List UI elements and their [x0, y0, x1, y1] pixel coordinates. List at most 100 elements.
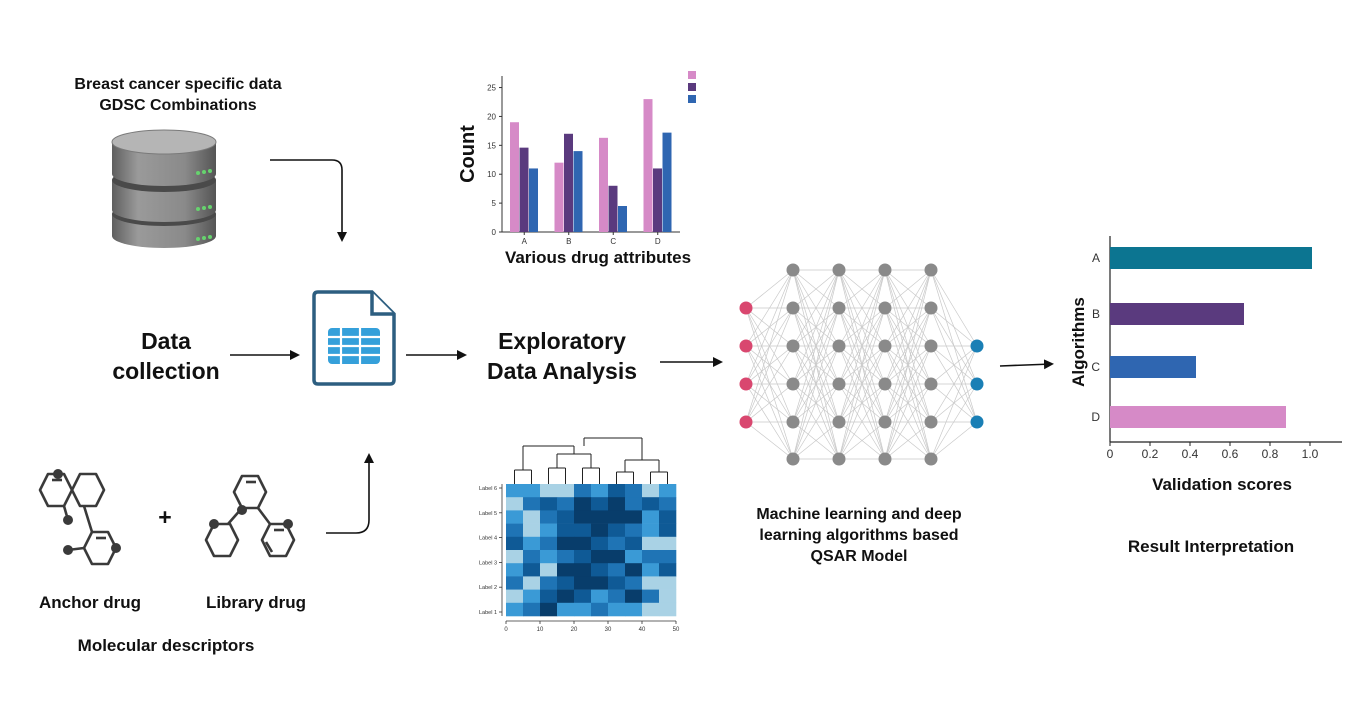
network-edge [792, 269, 840, 347]
network-edge [745, 307, 794, 423]
heatmap-cell [625, 536, 643, 551]
heatmap-cell [540, 550, 558, 564]
heatmap-cell [506, 550, 524, 564]
network-edge [792, 383, 840, 460]
heatmap-cell [506, 589, 524, 604]
anchor-drug-label: Anchor drug [39, 593, 141, 612]
input-node [739, 339, 753, 353]
heatmap-cell [506, 536, 524, 551]
heatmap-cell [591, 576, 609, 590]
bar-x-tick-label: A [522, 237, 528, 246]
stage-result-interpretation: Result Interpretation [1127, 537, 1295, 556]
network-edge [930, 307, 978, 347]
heatmap-cell [608, 484, 626, 498]
network-edge [838, 307, 886, 460]
network-edge [838, 269, 886, 309]
heatmap-x-tick-label: 20 [571, 627, 578, 633]
heatmap-cell [574, 589, 592, 604]
bar-chart: 0 5 10 15 20 25 A B C D Count Various drug attribut… [457, 71, 696, 267]
network-edge [745, 345, 794, 423]
bar-y-tick-label: 10 [487, 170, 496, 179]
stage-ml: Machine learning and deep learning algor… [756, 506, 962, 565]
heatmap: Label 6 Label 5 Label 4 Label 3 Label 2 Label… [479, 437, 680, 633]
network-edge [838, 383, 886, 460]
hbar-category-label: B [1092, 307, 1100, 321]
legend-swatch [688, 95, 696, 103]
network-edge [792, 269, 840, 385]
validation-bar-chart: A B C D 0 0.2 0.4 0.6 0.8 1.0 Algorithms Validation… [1069, 236, 1342, 494]
heatmap-cell [659, 510, 677, 524]
heatmap-cell [540, 523, 558, 538]
network-edge [792, 421, 840, 460]
bar [529, 168, 538, 232]
heatmap-cell [540, 576, 558, 590]
heatmap-cell [642, 484, 660, 498]
heatmap-cell [625, 510, 643, 524]
hidden-node [786, 263, 800, 277]
heatmap-cell [523, 497, 541, 511]
heatmap-cell [608, 589, 626, 604]
hidden-node [786, 452, 800, 466]
heatmap-cell [625, 589, 643, 604]
source-title-line1: Breast cancer specific data [74, 76, 282, 93]
heatmap-cell [574, 550, 592, 564]
heatmap-cell [659, 576, 677, 590]
heatmap-cell [574, 484, 592, 498]
heatmap-cell [591, 536, 609, 551]
hidden-node [786, 415, 800, 429]
network-edge [745, 383, 794, 460]
heatmap-cell [523, 576, 541, 590]
network-edge [884, 269, 932, 347]
heatmap-row-label: Label 2 [479, 585, 497, 591]
network-edge [884, 269, 932, 309]
legend-swatch [688, 83, 696, 91]
hidden-node [924, 415, 938, 429]
hidden-node [786, 339, 800, 353]
heatmap-cell [557, 536, 575, 551]
bar [653, 168, 662, 232]
heatmap-cell [557, 523, 575, 538]
heatmap-cell [540, 510, 558, 524]
bar [662, 132, 672, 232]
heatmap-cell [642, 589, 660, 604]
heatmap-cell [523, 550, 541, 564]
arrow-network-to-results [999, 359, 1054, 370]
heatmap-cell [608, 497, 626, 511]
network-edge [792, 269, 840, 309]
hbar-x-tick-label: 0 [1107, 447, 1114, 461]
network-edge [792, 269, 840, 423]
hidden-node [924, 301, 938, 315]
hbar-category-label: A [1092, 251, 1100, 265]
heatmap-cell [557, 563, 575, 577]
heatmap-cell [659, 497, 677, 511]
dendrogram [514, 437, 668, 484]
bar-y-tick-label: 25 [487, 84, 496, 93]
heatmap-cell [506, 484, 524, 498]
bar [573, 151, 583, 232]
hbar-x-tick-label: 0.8 [1262, 447, 1279, 461]
heatmap-cell [591, 563, 609, 577]
bar-x-tick-label: C [610, 237, 616, 246]
network-edge [745, 421, 794, 460]
heatmap-cell [608, 523, 626, 538]
bar-y-tick-label: 20 [487, 112, 496, 121]
hbar [1110, 356, 1196, 378]
heatmap-cell [642, 510, 660, 524]
network-edge [930, 269, 978, 347]
hidden-node [832, 301, 846, 315]
network-edge [930, 383, 978, 460]
heatmap-cell [591, 589, 609, 604]
bar [510, 122, 519, 232]
heatmap-cell [608, 510, 626, 524]
heatmap-cell [608, 576, 626, 590]
heatmap-x-tick-label: 50 [673, 627, 680, 633]
network-edge [930, 345, 978, 460]
network-edge [838, 421, 886, 460]
hidden-node [878, 377, 892, 391]
heatmap-cell [608, 602, 626, 617]
heatmap-cell [659, 536, 677, 551]
heatmap-cell [574, 576, 592, 590]
stage-eda: Exploratory Data Analysis [487, 328, 637, 384]
heatmap-cell [659, 602, 677, 617]
